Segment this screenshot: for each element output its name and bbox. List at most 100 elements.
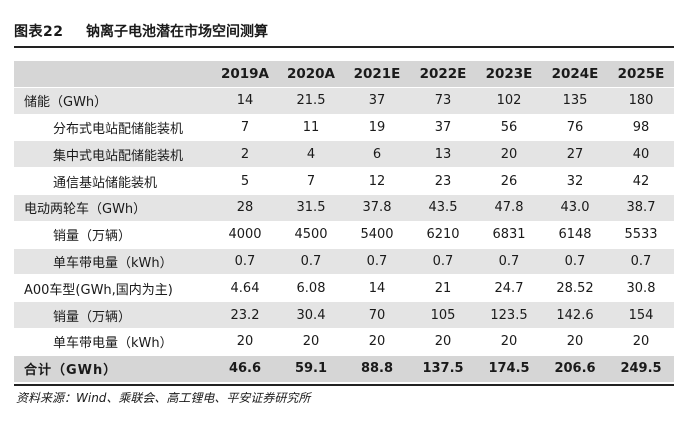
value-cell: 5400: [344, 221, 410, 249]
table-row: 单车带电量（kWh） 20 20 20 20 20 20 20: [14, 328, 674, 356]
table-row: A00车型(GWh,国内为主) 4.64 6.08 14 21 24.7 28.52 30.8: [14, 274, 674, 303]
value-cell: 30.4: [278, 301, 344, 329]
total-value-cell: 174.5: [476, 355, 542, 383]
column-header: 2024E: [542, 61, 608, 88]
value-cell: 102: [476, 87, 542, 115]
value-cell: 76: [542, 114, 608, 142]
value-cell: 26: [476, 167, 542, 195]
bottom-rule: [14, 384, 674, 386]
total-label: 合计（GWh）: [14, 355, 212, 383]
value-cell: 20: [608, 328, 674, 356]
value-cell: 56: [476, 114, 542, 142]
row-label: 销量（万辆）: [14, 301, 212, 329]
row-label: A00车型(GWh,国内为主): [14, 274, 212, 303]
value-cell: 12: [344, 167, 410, 195]
value-cell: 98: [608, 114, 674, 142]
value-cell: 37.8: [344, 194, 410, 222]
value-cell: 43.0: [542, 194, 608, 222]
value-cell: 135: [542, 87, 608, 115]
value-cell: 154: [608, 301, 674, 329]
column-header: 2019A: [212, 61, 278, 88]
value-cell: 6148: [542, 221, 608, 249]
value-cell: 13: [410, 140, 476, 169]
value-cell: 0.7: [212, 248, 278, 276]
value-cell: 20: [476, 328, 542, 356]
table-row: 销量（万辆） 23.2 30.4 70 105 123.5 142.6 154: [14, 301, 674, 329]
value-cell: 0.7: [542, 248, 608, 276]
table-row: 单车带电量（kWh） 0.7 0.7 0.7 0.7 0.7 0.7 0.7: [14, 248, 674, 276]
value-cell: 20: [476, 140, 542, 169]
value-cell: 27: [542, 140, 608, 169]
value-cell: 0.7: [608, 248, 674, 276]
total-value-cell: 59.1: [278, 355, 344, 383]
column-header: 2023E: [476, 61, 542, 88]
value-cell: 47.8: [476, 194, 542, 222]
value-cell: 5533: [608, 221, 674, 249]
value-cell: 23.2: [212, 301, 278, 329]
figure-label: 图表22: [14, 24, 64, 40]
value-cell: 2: [212, 140, 278, 169]
value-cell: 7: [278, 167, 344, 195]
value-cell: 70: [344, 301, 410, 329]
value-cell: 43.5: [410, 194, 476, 222]
value-cell: 73: [410, 87, 476, 115]
value-cell: 6.08: [278, 274, 344, 303]
table-header-row: 2019A 2020A 2021E 2022E 2023E 2024E 2025…: [14, 61, 674, 88]
value-cell: 14: [212, 87, 278, 115]
row-label: 电动两轮车（GWh）: [14, 194, 212, 222]
value-cell: 123.5: [476, 301, 542, 329]
value-cell: 20: [410, 328, 476, 356]
value-cell: 38.7: [608, 194, 674, 222]
column-header: 2020A: [278, 61, 344, 88]
value-cell: 0.7: [410, 248, 476, 276]
value-cell: 11: [278, 114, 344, 142]
table-row: 集中式电站配储能装机 2 4 6 13 20 27 40: [14, 140, 674, 169]
value-cell: 6831: [476, 221, 542, 249]
table-row: 通信基站储能装机 5 7 12 23 26 32 42: [14, 167, 674, 195]
column-header: 2022E: [410, 61, 476, 88]
table-row: 储能（GWh） 14 21.5 37 73 102 135 180: [14, 87, 674, 115]
table-row: 销量（万辆） 4000 4500 5400 6210 6831 6148 5533: [14, 221, 674, 249]
value-cell: 7: [212, 114, 278, 142]
table-row: 分布式电站配储能装机 7 11 19 37 56 76 98: [14, 114, 674, 142]
row-label: 单车带电量（kWh）: [14, 328, 212, 356]
value-cell: 4: [278, 140, 344, 169]
column-header: 2021E: [344, 61, 410, 88]
value-cell: 40: [608, 140, 674, 169]
value-cell: 0.7: [344, 248, 410, 276]
value-cell: 6: [344, 140, 410, 169]
table-row: 电动两轮车（GWh） 28 31.5 37.8 43.5 47.8 43.0 38.7: [14, 194, 674, 222]
value-cell: 21: [410, 274, 476, 303]
value-cell: 4500: [278, 221, 344, 249]
value-cell: 142.6: [542, 301, 608, 329]
value-cell: 4.64: [212, 274, 278, 303]
value-cell: 20: [212, 328, 278, 356]
total-value-cell: 137.5: [410, 355, 476, 383]
value-cell: 5: [212, 167, 278, 195]
value-cell: 31.5: [278, 194, 344, 222]
row-label: 单车带电量（kWh）: [14, 248, 212, 276]
figure-title: 钠离子电池潜在市场空间测算: [86, 24, 268, 40]
row-label: 分布式电站配储能装机: [14, 114, 212, 142]
table-total-row: 合计（GWh） 46.6 59.1 88.8 137.5 174.5 206.6 249.5: [14, 355, 674, 383]
value-cell: 28: [212, 194, 278, 222]
value-cell: 19: [344, 114, 410, 142]
total-value-cell: 46.6: [212, 355, 278, 383]
value-cell: 21.5: [278, 87, 344, 115]
value-cell: 42: [608, 167, 674, 195]
value-cell: 24.7: [476, 274, 542, 303]
value-cell: 180: [608, 87, 674, 115]
row-label: 通信基站储能装机: [14, 167, 212, 195]
value-cell: 20: [344, 328, 410, 356]
value-cell: 0.7: [476, 248, 542, 276]
total-value-cell: 249.5: [608, 355, 674, 383]
value-cell: 105: [410, 301, 476, 329]
table-header-corner: [14, 61, 212, 88]
row-label: 集中式电站配储能装机: [14, 140, 212, 169]
value-cell: 37: [344, 87, 410, 115]
figure-title-bar: 图表22 钠离子电池潜在市场空间测算: [14, 18, 674, 48]
value-cell: 6210: [410, 221, 476, 249]
value-cell: 37: [410, 114, 476, 142]
value-cell: 14: [344, 274, 410, 303]
row-label: 销量（万辆）: [14, 221, 212, 249]
